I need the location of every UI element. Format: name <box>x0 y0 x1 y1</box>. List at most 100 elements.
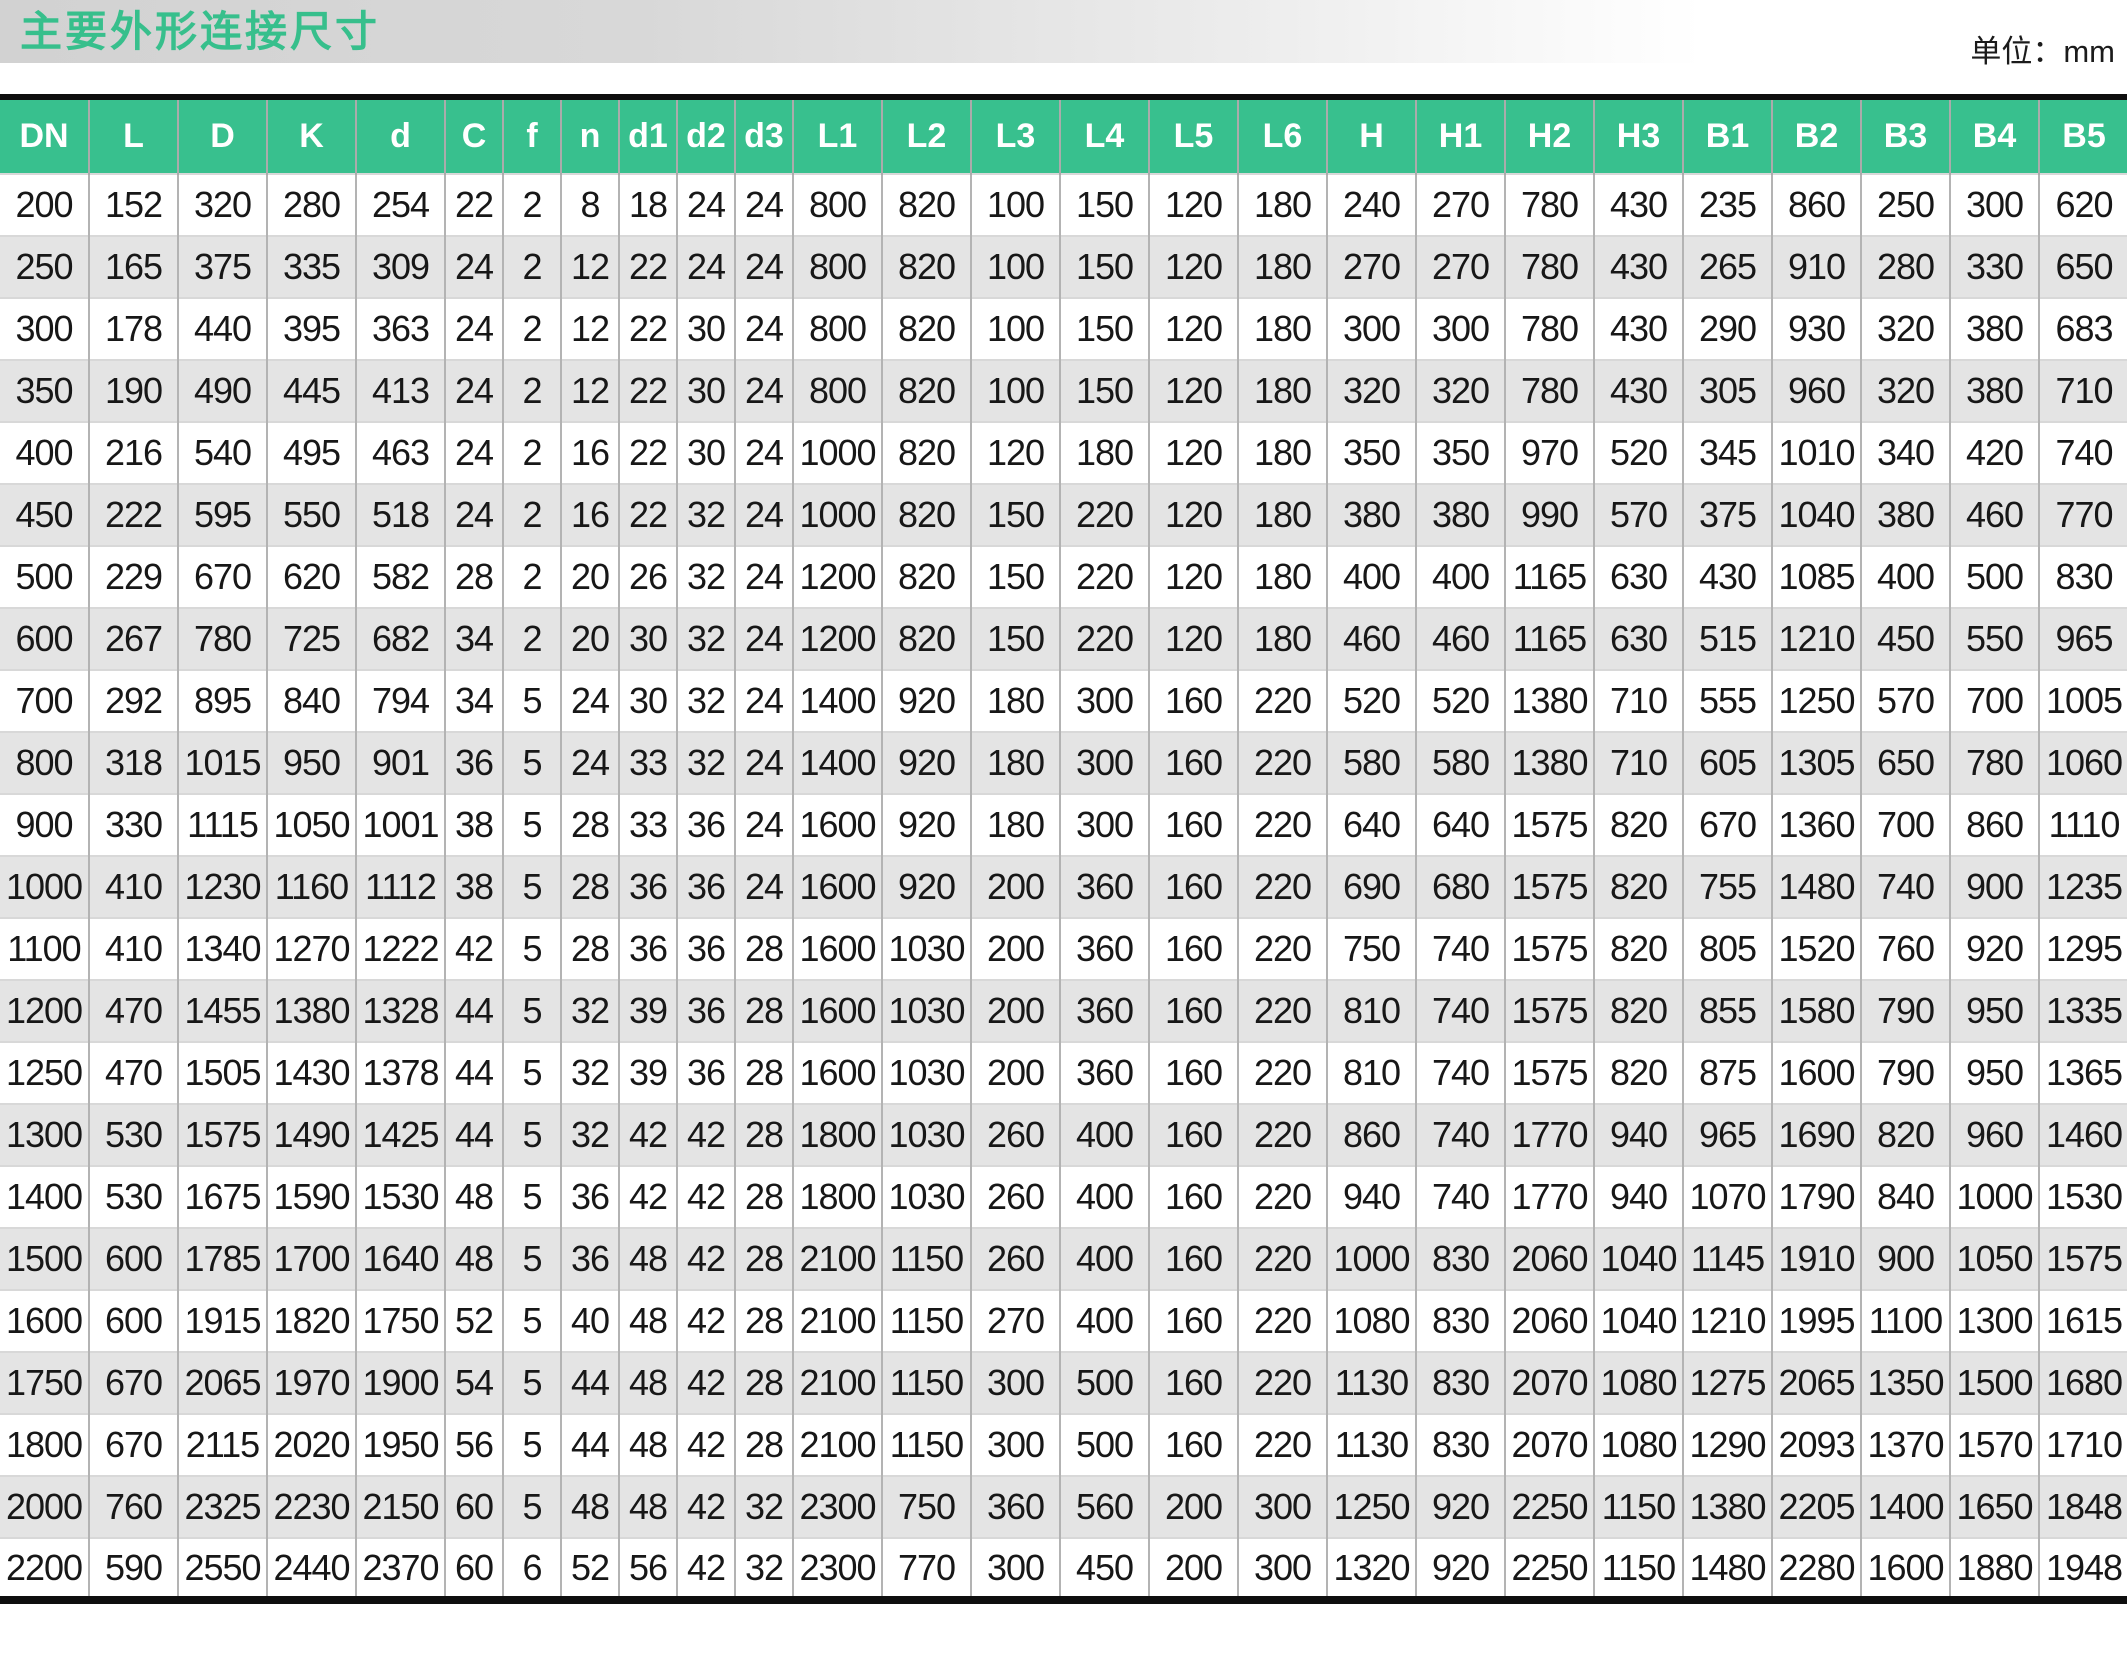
cell-L3-dn900: 180 <box>971 793 1061 856</box>
cell-H3-dn400: 520 <box>1594 421 1684 484</box>
cell-D-dn1400: 1675 <box>178 1165 268 1228</box>
cell-H1-dn400: 350 <box>1416 421 1506 484</box>
cell-n-dn1750: 44 <box>561 1351 620 1414</box>
cell-B3-dn600: 450 <box>1861 607 1951 670</box>
cell-B4-dn1400: 1000 <box>1950 1165 2040 1228</box>
cell-C-dn250: 24 <box>445 235 504 298</box>
cell-L3-dn250: 100 <box>971 235 1061 298</box>
cell-L-dn1250: 470 <box>89 1041 179 1104</box>
cell-C-dn1600: 52 <box>445 1289 504 1352</box>
table-row-dn-1800: 1800 670 2115 2020 1950 56 5 44 48 42 28 2100 1150 30… <box>0 1413 2127 1476</box>
cell-B2-dn800: 1305 <box>1772 731 1862 794</box>
cell-d1-dn400: 22 <box>619 421 678 484</box>
cell-B2-dn1300: 1690 <box>1772 1103 1862 1166</box>
cell-B3-dn1000: 740 <box>1861 855 1951 918</box>
cell-d2-dn700: 32 <box>677 669 736 732</box>
cell-B4-dn1100: 920 <box>1950 917 2040 980</box>
cell-d1-dn800: 33 <box>619 731 678 794</box>
cell-d-dn350: 413 <box>356 359 446 422</box>
cell-B4-dn600: 550 <box>1950 607 2040 670</box>
cell-L1-dn400: 1000 <box>793 421 883 484</box>
table-row-dn-2200: 2200 590 2550 2440 2370 60 6 52 56 42 32 2300 770 300… <box>0 1537 2127 1600</box>
column-header-H3: H3 <box>1594 97 1684 174</box>
cell-L6-dn250: 180 <box>1238 235 1328 298</box>
cell-C-dn200: 22 <box>445 173 504 236</box>
cell-n-dn2200: 52 <box>561 1537 620 1600</box>
cell-L3-dn300: 100 <box>971 297 1061 360</box>
cell-L4-dn400: 180 <box>1060 421 1150 484</box>
cell-B2-dn2200: 2280 <box>1772 1537 1862 1600</box>
cell-H3-dn200: 430 <box>1594 173 1684 236</box>
cell-d1-dn700: 30 <box>619 669 678 732</box>
cell-H1-dn1250: 740 <box>1416 1041 1506 1104</box>
cell-B4-dn1250: 950 <box>1950 1041 2040 1104</box>
cell-DN-dn1600: 1600 <box>0 1289 90 1352</box>
cell-B4-dn1000: 900 <box>1950 855 2040 918</box>
cell-B2-dn250: 910 <box>1772 235 1862 298</box>
cell-B1-dn800: 605 <box>1683 731 1773 794</box>
cell-H3-dn250: 430 <box>1594 235 1684 298</box>
cell-L-dn1750: 670 <box>89 1351 179 1414</box>
cell-d3-dn300: 24 <box>735 297 794 360</box>
cell-B3-dn450: 380 <box>1861 483 1951 546</box>
cell-d3-dn1800: 28 <box>735 1413 794 1476</box>
cell-f-dn450: 2 <box>503 483 562 546</box>
cell-L1-dn1100: 1600 <box>793 917 883 980</box>
cell-d-dn1000: 1112 <box>356 855 446 918</box>
column-header-L3: L3 <box>971 97 1061 174</box>
cell-L5-dn1100: 160 <box>1149 917 1239 980</box>
cell-H3-dn350: 430 <box>1594 359 1684 422</box>
cell-B1-dn350: 305 <box>1683 359 1773 422</box>
cell-H-dn250: 270 <box>1327 235 1417 298</box>
cell-L-dn600: 267 <box>89 607 179 670</box>
cell-C-dn450: 24 <box>445 483 504 546</box>
column-header-H1: H1 <box>1416 97 1506 174</box>
table-row-dn-300: 300 178 440 395 363 24 2 12 22 30 24 800 820 100 150 12… <box>0 297 2127 360</box>
column-header-L4: L4 <box>1060 97 1150 174</box>
column-header-B1: B1 <box>1683 97 1773 174</box>
cell-L5-dn450: 120 <box>1149 483 1239 546</box>
cell-L3-dn1250: 200 <box>971 1041 1061 1104</box>
cell-d2-dn2000: 42 <box>677 1475 736 1538</box>
cell-d2-dn2200: 42 <box>677 1537 736 1600</box>
cell-H1-dn350: 320 <box>1416 359 1506 422</box>
cell-L1-dn2200: 2300 <box>793 1537 883 1600</box>
cell-L6-dn450: 180 <box>1238 483 1328 546</box>
cell-f-dn350: 2 <box>503 359 562 422</box>
cell-B3-dn350: 320 <box>1861 359 1951 422</box>
cell-L2-dn1400: 1030 <box>882 1165 972 1228</box>
cell-d1-dn200: 18 <box>619 173 678 236</box>
cell-d3-dn350: 24 <box>735 359 794 422</box>
cell-L1-dn1600: 2100 <box>793 1289 883 1352</box>
cell-L3-dn500: 150 <box>971 545 1061 608</box>
cell-H-dn2000: 1250 <box>1327 1475 1417 1538</box>
cell-H1-dn1750: 830 <box>1416 1351 1506 1414</box>
cell-d1-dn1200: 39 <box>619 979 678 1042</box>
cell-L1-dn1250: 1600 <box>793 1041 883 1104</box>
cell-L-dn350: 190 <box>89 359 179 422</box>
cell-L4-dn200: 150 <box>1060 173 1150 236</box>
cell-H1-dn1200: 740 <box>1416 979 1506 1042</box>
cell-L4-dn1300: 400 <box>1060 1103 1150 1166</box>
cell-L1-dn200: 800 <box>793 173 883 236</box>
column-header-DN: DN <box>0 97 90 174</box>
cell-C-dn1100: 42 <box>445 917 504 980</box>
cell-B2-dn600: 1210 <box>1772 607 1862 670</box>
cell-B4-dn1800: 1570 <box>1950 1413 2040 1476</box>
cell-DN-dn1800: 1800 <box>0 1413 90 1476</box>
cell-B5-dn250: 650 <box>2039 235 2127 298</box>
table-row-dn-400: 400 216 540 495 463 24 2 16 22 30 24 1000 820 120 180 1… <box>0 421 2127 484</box>
cell-L3-dn450: 150 <box>971 483 1061 546</box>
cell-K-dn1400: 1590 <box>267 1165 357 1228</box>
cell-H-dn1250: 810 <box>1327 1041 1417 1104</box>
cell-n-dn1200: 32 <box>561 979 620 1042</box>
cell-B1-dn2200: 1480 <box>1683 1537 1773 1600</box>
cell-B5-dn1100: 1295 <box>2039 917 2127 980</box>
cell-K-dn1100: 1270 <box>267 917 357 980</box>
cell-DN-dn1250: 1250 <box>0 1041 90 1104</box>
cell-L2-dn1600: 1150 <box>882 1289 972 1352</box>
cell-C-dn1250: 44 <box>445 1041 504 1104</box>
cell-d-dn1250: 1378 <box>356 1041 446 1104</box>
cell-H2-dn2200: 2250 <box>1505 1537 1595 1600</box>
